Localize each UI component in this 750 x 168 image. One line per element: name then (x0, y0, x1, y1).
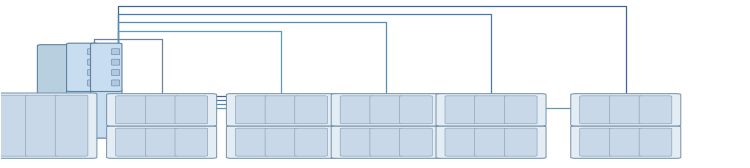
FancyBboxPatch shape (112, 106, 120, 112)
FancyBboxPatch shape (445, 128, 478, 156)
FancyBboxPatch shape (436, 94, 546, 126)
FancyBboxPatch shape (91, 90, 122, 138)
FancyBboxPatch shape (112, 95, 120, 101)
FancyBboxPatch shape (610, 96, 642, 124)
FancyBboxPatch shape (436, 126, 546, 158)
FancyBboxPatch shape (56, 95, 88, 156)
FancyBboxPatch shape (445, 96, 478, 124)
FancyBboxPatch shape (38, 45, 75, 138)
FancyBboxPatch shape (265, 128, 298, 156)
FancyBboxPatch shape (112, 70, 120, 76)
FancyBboxPatch shape (571, 94, 681, 126)
FancyBboxPatch shape (26, 95, 58, 156)
FancyBboxPatch shape (88, 49, 96, 55)
FancyBboxPatch shape (226, 126, 337, 158)
FancyBboxPatch shape (265, 96, 298, 124)
FancyBboxPatch shape (67, 90, 98, 138)
FancyBboxPatch shape (332, 94, 441, 126)
FancyBboxPatch shape (370, 96, 403, 124)
FancyBboxPatch shape (400, 96, 432, 124)
FancyBboxPatch shape (175, 128, 208, 156)
FancyBboxPatch shape (88, 127, 96, 133)
FancyBboxPatch shape (226, 94, 337, 126)
FancyBboxPatch shape (370, 128, 403, 156)
FancyBboxPatch shape (88, 106, 96, 112)
FancyBboxPatch shape (146, 128, 178, 156)
FancyBboxPatch shape (112, 49, 120, 55)
FancyBboxPatch shape (236, 128, 268, 156)
FancyBboxPatch shape (106, 94, 217, 126)
FancyBboxPatch shape (400, 128, 432, 156)
FancyBboxPatch shape (116, 128, 148, 156)
FancyBboxPatch shape (0, 95, 28, 156)
FancyBboxPatch shape (88, 80, 96, 86)
FancyBboxPatch shape (580, 96, 613, 124)
FancyBboxPatch shape (505, 128, 537, 156)
FancyBboxPatch shape (295, 128, 328, 156)
FancyBboxPatch shape (610, 128, 642, 156)
FancyBboxPatch shape (146, 96, 178, 124)
FancyBboxPatch shape (175, 96, 208, 124)
FancyBboxPatch shape (67, 43, 98, 92)
FancyBboxPatch shape (332, 126, 441, 158)
FancyBboxPatch shape (91, 43, 122, 92)
FancyBboxPatch shape (475, 128, 508, 156)
FancyBboxPatch shape (340, 128, 373, 156)
FancyBboxPatch shape (639, 128, 672, 156)
FancyBboxPatch shape (112, 59, 120, 65)
FancyBboxPatch shape (505, 96, 537, 124)
FancyBboxPatch shape (571, 126, 681, 158)
FancyBboxPatch shape (0, 93, 97, 158)
FancyBboxPatch shape (106, 126, 217, 158)
FancyBboxPatch shape (88, 116, 96, 122)
FancyBboxPatch shape (112, 127, 120, 133)
FancyBboxPatch shape (88, 59, 96, 65)
FancyBboxPatch shape (475, 96, 508, 124)
FancyBboxPatch shape (340, 96, 373, 124)
FancyBboxPatch shape (236, 96, 268, 124)
FancyBboxPatch shape (116, 96, 148, 124)
FancyBboxPatch shape (295, 96, 328, 124)
FancyBboxPatch shape (639, 96, 672, 124)
FancyBboxPatch shape (580, 128, 613, 156)
FancyBboxPatch shape (112, 116, 120, 122)
FancyBboxPatch shape (88, 70, 96, 76)
FancyBboxPatch shape (88, 95, 96, 101)
FancyBboxPatch shape (112, 80, 120, 86)
